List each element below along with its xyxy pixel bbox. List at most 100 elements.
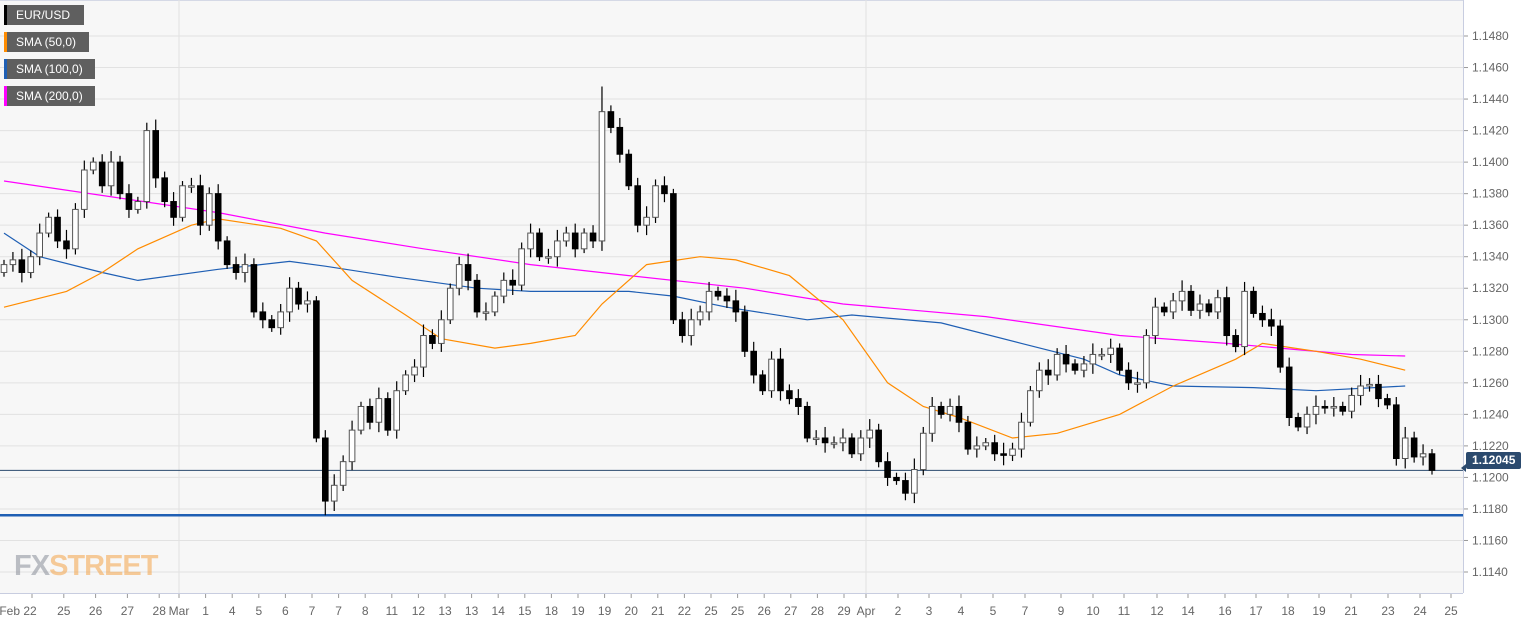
candle-bullish xyxy=(911,469,918,494)
candle-bearish xyxy=(116,161,124,195)
candle-bearish xyxy=(1259,312,1266,321)
candle-bearish xyxy=(955,405,963,423)
candle-bullish xyxy=(455,264,463,289)
y-tick-label: 1.1260 xyxy=(1472,376,1509,390)
candle-bullish xyxy=(402,374,409,392)
candle-bullish xyxy=(554,240,561,258)
candle-bearish xyxy=(125,193,133,210)
candle-bearish xyxy=(902,480,909,494)
candle-bearish xyxy=(848,437,856,455)
candle-bearish xyxy=(473,279,481,313)
fxstreet-logo: FXSTREET xyxy=(14,550,158,583)
candle-bullish xyxy=(1018,421,1025,450)
candle-bullish xyxy=(277,311,284,329)
candle-bearish xyxy=(1276,325,1284,368)
candle-bearish xyxy=(1428,453,1436,471)
candle-bullish xyxy=(482,311,490,314)
candle-bullish xyxy=(27,256,35,273)
candle-bullish xyxy=(1241,290,1248,348)
candle-bullish xyxy=(1107,347,1115,355)
x-tick-label: 3 xyxy=(926,604,933,618)
x-tick-label: 24 xyxy=(1413,604,1427,618)
candle-bullish xyxy=(1366,383,1373,387)
x-tick-label: Feb 22 xyxy=(0,604,37,618)
candle-bullish xyxy=(375,398,383,423)
candle-bearish xyxy=(1339,405,1347,412)
candle-bullish xyxy=(1027,390,1034,423)
y-tick-label: 1.1300 xyxy=(1472,313,1509,327)
candle-bearish xyxy=(464,264,472,281)
candle-bullish xyxy=(304,300,311,305)
legend-sma50[interactable]: SMA (50,0) xyxy=(4,32,89,52)
x-tick-label: 18 xyxy=(1281,604,1295,618)
candles xyxy=(0,86,1436,516)
candle-bearish xyxy=(777,358,784,392)
x-tick-label: 20 xyxy=(625,604,639,618)
candle-bullish xyxy=(1330,405,1338,409)
candle-bearish xyxy=(1044,369,1052,376)
logo-fx: FX xyxy=(14,550,50,582)
x-tick-label: 19 xyxy=(571,604,585,618)
logo-street: STREET xyxy=(49,550,158,582)
candle-bearish xyxy=(170,201,177,218)
candle-bullish xyxy=(1143,335,1150,384)
x-tick-label: 9 xyxy=(1058,604,1065,618)
y-tick-label: 1.1220 xyxy=(1472,439,1509,453)
legend-sma100[interactable]: SMA (100,0) xyxy=(4,59,95,79)
candle-bearish xyxy=(661,185,668,195)
candle-bearish xyxy=(223,240,231,266)
y-tick-label: 1.1180 xyxy=(1472,502,1508,516)
candle-bearish xyxy=(1223,297,1231,337)
candle-bearish xyxy=(295,287,302,305)
x-tick-label: 28 xyxy=(153,604,167,618)
x-tick-label: 27 xyxy=(784,604,798,618)
candle-bullish xyxy=(107,161,115,187)
candle-bearish xyxy=(991,442,998,455)
candle-bearish xyxy=(821,437,829,444)
candle-bearish xyxy=(232,264,240,273)
candle-bullish xyxy=(1348,394,1355,412)
candle-bullish xyxy=(1303,413,1311,428)
legend-eurusd[interactable]: EUR/USD xyxy=(4,5,84,25)
candle-bearish xyxy=(250,264,258,313)
legend-label: EUR/USD xyxy=(16,8,71,22)
candle-bullish xyxy=(1089,353,1097,365)
candle-bullish xyxy=(1036,369,1043,392)
x-tick-label: Mar xyxy=(169,604,190,618)
candle-bullish xyxy=(491,295,499,313)
candle-bullish xyxy=(9,259,17,266)
candle-bullish xyxy=(580,232,588,250)
candle-bullish xyxy=(1312,405,1320,415)
legend-swatch xyxy=(4,59,7,79)
candle-bullish xyxy=(527,232,534,250)
candle-bearish xyxy=(429,335,436,344)
x-tick-label: Apr xyxy=(857,604,876,618)
candle-bearish xyxy=(1062,353,1070,365)
candle-bearish xyxy=(1294,417,1302,428)
candle-bullish xyxy=(205,193,213,226)
candle-bullish xyxy=(1134,382,1141,385)
candle-bearish xyxy=(723,295,731,302)
x-tick-label: 25 xyxy=(1444,604,1458,618)
candle-bearish xyxy=(607,111,615,128)
x-tick-label: 29 xyxy=(837,604,851,618)
candle-bearish xyxy=(1268,319,1275,327)
candle-bullish xyxy=(1214,297,1222,313)
candle-bearish xyxy=(1232,335,1239,348)
x-tick-label: 28 xyxy=(811,604,825,618)
candle-bearish xyxy=(384,398,392,431)
x-tick-label: 22 xyxy=(678,604,692,618)
candle-bearish xyxy=(589,232,597,242)
legend-sma200[interactable]: SMA (200,0) xyxy=(4,86,95,106)
candle-bearish xyxy=(964,421,972,450)
candle-bullish xyxy=(134,201,142,210)
candle-bullish xyxy=(687,319,695,337)
candle-bullish xyxy=(705,290,713,313)
candle-bullish xyxy=(982,442,990,447)
candle-bearish xyxy=(98,161,106,187)
y-tick-label: 1.1240 xyxy=(1472,407,1509,421)
candle-bullish xyxy=(839,437,847,444)
y-tick-label: 1.1360 xyxy=(1472,218,1509,232)
x-tick-label: 2 xyxy=(895,604,902,618)
